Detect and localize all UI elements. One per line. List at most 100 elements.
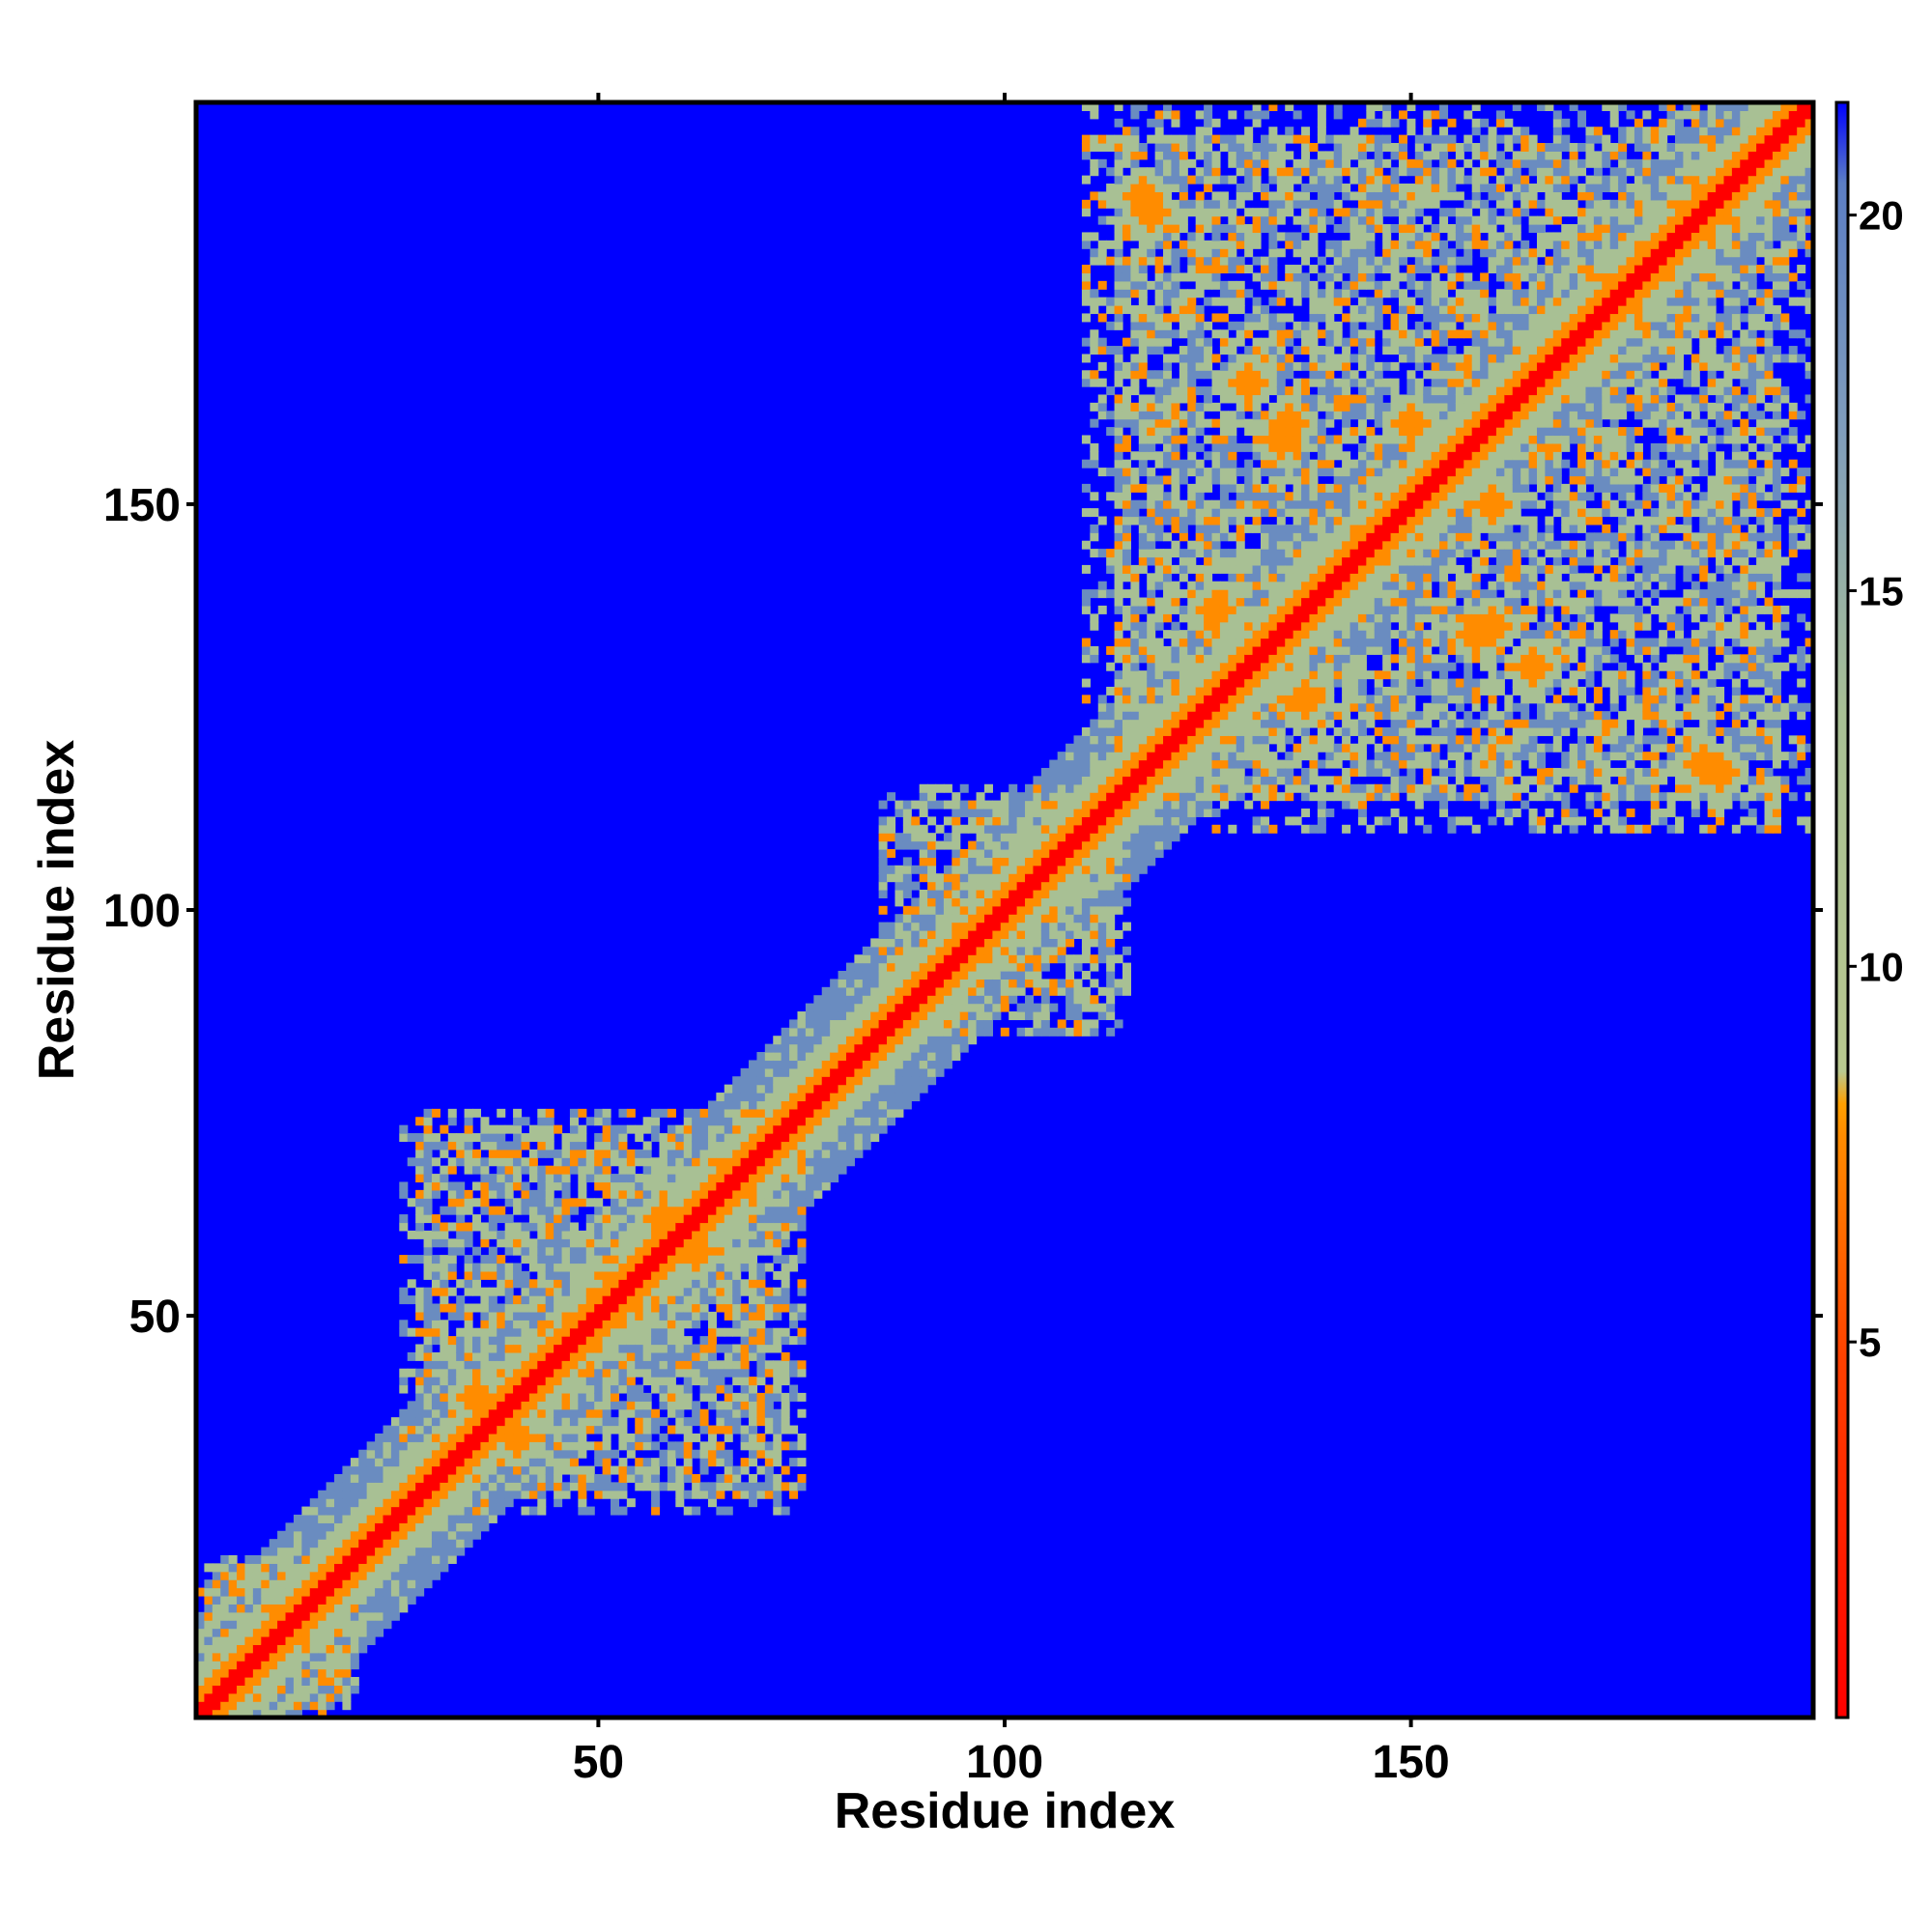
heatmap-cell: [797, 1246, 807, 1256]
heatmap-cell: [1090, 645, 1099, 655]
heatmap-cell: [1195, 532, 1205, 542]
heatmap-cell: [504, 1368, 514, 1378]
heatmap-cell: [464, 1279, 473, 1289]
heatmap-cell: [813, 1043, 823, 1053]
heatmap-cell: [1122, 337, 1131, 347]
heatmap-cell: [699, 1392, 709, 1402]
heatmap-cell: [1138, 435, 1148, 444]
heatmap-cell: [968, 905, 978, 915]
heatmap-cell: [716, 1157, 725, 1167]
heatmap-cell: [642, 1214, 652, 1224]
heatmap-cell: [1195, 240, 1205, 249]
heatmap-cell: [334, 1547, 344, 1556]
heatmap-cell: [554, 1238, 563, 1248]
heatmap-cell: [1057, 914, 1066, 923]
heatmap-cell: [1081, 280, 1091, 290]
heatmap-cell: [732, 1157, 742, 1167]
heatmap-cell: [431, 1368, 440, 1378]
heatmap-cell: [611, 1263, 620, 1272]
heatmap-cell: [927, 873, 937, 883]
heatmap-cell: [480, 1351, 490, 1361]
heatmap-cell: [497, 1441, 506, 1451]
heatmap-cell: [1130, 272, 1140, 282]
heatmap-cell: [578, 1490, 587, 1499]
heatmap-cell: [301, 1685, 311, 1694]
heatmap-cell: [1179, 556, 1188, 566]
heatmap-cell: [1090, 848, 1099, 858]
heatmap-cell: [431, 1417, 440, 1427]
heatmap-cell: [699, 1108, 709, 1118]
heatmap-cell: [472, 1133, 482, 1143]
heatmap-cell: [838, 1067, 847, 1077]
heatmap-cell: [1057, 922, 1066, 931]
heatmap-cell: [480, 1514, 490, 1523]
heatmap-cell: [537, 1458, 547, 1467]
heatmap-cell: [480, 1117, 490, 1126]
heatmap-cell: [585, 1482, 595, 1492]
heatmap-cell: [764, 1067, 774, 1077]
heatmap-cell: [431, 1141, 440, 1151]
heatmap-cell: [699, 1490, 709, 1499]
heatmap-cell: [464, 1530, 473, 1540]
heatmap-cell: [1163, 759, 1173, 769]
heatmap-cell: [797, 1206, 807, 1215]
heatmap-cell: [407, 1571, 416, 1580]
heatmap-cell: [504, 1287, 514, 1296]
heatmap-cell: [1163, 361, 1173, 371]
heatmap-cell: [342, 1668, 352, 1678]
heatmap-cell: [1114, 776, 1123, 785]
heatmap-cell: [773, 1336, 782, 1346]
heatmap-cell: [528, 1377, 538, 1386]
heatmap-cell: [756, 1351, 766, 1361]
heatmap-cell: [326, 1620, 335, 1630]
heatmap-cell: [464, 1206, 473, 1215]
heatmap-cell: [285, 1701, 295, 1711]
heatmap-cell: [220, 1579, 230, 1589]
heatmap-cell: [594, 1384, 604, 1394]
heatmap-cell: [764, 1449, 774, 1459]
heatmap-cell: [293, 1644, 302, 1654]
heatmap-cell: [497, 1311, 506, 1321]
heatmap-cell: [318, 1522, 327, 1532]
heatmap-cell: [594, 1133, 604, 1143]
heatmap-cell: [237, 1635, 246, 1645]
heatmap-cell: [699, 1230, 709, 1239]
heatmap-cell: [878, 881, 888, 891]
heatmap-cell: [830, 1043, 839, 1053]
heatmap-cell: [464, 1384, 473, 1394]
heatmap-cell: [1106, 783, 1116, 793]
heatmap-cell: [423, 1174, 433, 1183]
heatmap-cell: [1187, 597, 1197, 607]
heatmap-cell: [447, 1498, 457, 1508]
heatmap-cell: [1138, 549, 1148, 558]
heatmap-cell: [472, 1181, 482, 1191]
heatmap-cell: [1106, 816, 1116, 826]
heatmap-cell: [447, 1392, 457, 1402]
heatmap-cell: [983, 824, 993, 834]
heatmap-cell: [277, 1635, 287, 1645]
heatmap-cell: [1090, 158, 1099, 168]
heatmap-cell: [488, 1206, 497, 1215]
heatmap-cell: [667, 1303, 676, 1313]
heatmap-cell: [383, 1425, 392, 1435]
heatmap-cell: [220, 1595, 230, 1605]
heatmap-cell: [707, 1392, 717, 1402]
heatmap-cell: [959, 995, 969, 1005]
heatmap-cell: [935, 1052, 945, 1062]
heatmap-cell: [1179, 378, 1188, 387]
heatmap-cell: [1097, 848, 1107, 858]
heatmap-cell: [488, 1124, 497, 1134]
heatmap-cell: [1154, 167, 1164, 177]
heatmap-cell: [1154, 726, 1164, 736]
heatmap-cell: [480, 1408, 490, 1418]
heatmap-cell: [659, 1255, 668, 1264]
heatmap-cell: [1000, 857, 1009, 867]
heatmap-cell: [358, 1563, 368, 1573]
heatmap-cell: [1000, 881, 1009, 891]
heatmap-cell: [1187, 695, 1197, 704]
heatmap-cell: [1073, 848, 1083, 858]
heatmap-cell: [480, 1417, 490, 1427]
heatmap-cell: [902, 889, 912, 898]
heatmap-cell: [1065, 1027, 1075, 1037]
heatmap-cell: [423, 1465, 433, 1475]
